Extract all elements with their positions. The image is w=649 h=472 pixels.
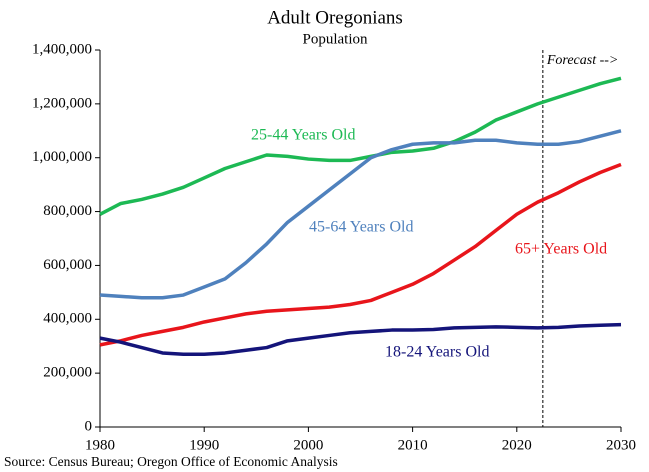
- series-label: 18-24 Years Old: [385, 344, 489, 361]
- y-tick-label: 800,000: [43, 203, 92, 219]
- x-tick-label: 1990: [189, 437, 219, 453]
- y-tick-label: 200,000: [43, 365, 92, 381]
- y-tick-label: 1,000,000: [32, 149, 92, 165]
- x-tick-label: 2000: [293, 437, 323, 453]
- forecast-annotation: Forecast -->: [546, 53, 619, 68]
- y-tick-label: 400,000: [43, 311, 92, 327]
- x-tick-label: 1980: [85, 437, 115, 453]
- x-tick-label: 2010: [398, 437, 428, 453]
- chart-subtitle: Population: [302, 31, 368, 47]
- y-tick-label: 600,000: [43, 257, 92, 273]
- series-label: 45-64 Years Old: [309, 219, 413, 236]
- series-line: [99, 129, 622, 300]
- series-line: [99, 322, 622, 357]
- y-tick-label: 1,200,000: [32, 95, 92, 111]
- series-label: 25-44 Years Old: [251, 127, 355, 144]
- series-line: [99, 76, 622, 216]
- x-tick-label: 2030: [606, 437, 636, 453]
- series-line: [99, 162, 622, 347]
- x-tick-label: 2020: [502, 437, 532, 453]
- source-note: Source: Census Bureau; Oregon Office of …: [4, 454, 338, 469]
- series-label: 65+ Years Old: [515, 241, 607, 258]
- y-tick-label: 1,400,000: [32, 41, 92, 57]
- y-tick-label: 0: [85, 418, 93, 434]
- chart-title: Adult Oregonians: [267, 7, 403, 28]
